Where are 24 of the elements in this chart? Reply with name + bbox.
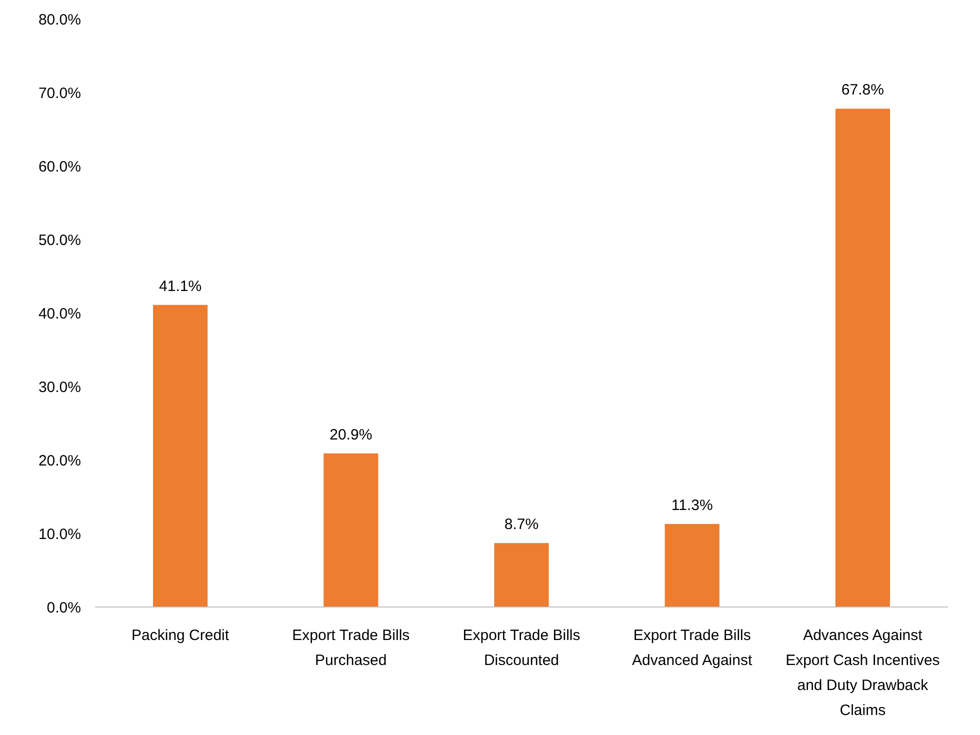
bar [835, 108, 890, 607]
x-tick-label: Advances Against Export Cash Incentives and Duty Drawback Claims [786, 627, 940, 719]
y-tick-label: 0.0% [46, 599, 81, 616]
x-tick-label: Export Trade Bills Purchased [292, 627, 410, 669]
data-label: 41.1% [159, 278, 202, 295]
x-tick-label: Packing Credit [132, 627, 230, 644]
bar [664, 524, 720, 607]
y-tick-label: 20.0% [38, 452, 81, 470]
data-label: 8.7% [504, 516, 539, 534]
bar [324, 453, 378, 607]
x-tick-label: Export Trade Bills Advanced Against [632, 627, 753, 669]
y-tick-label: 80.0% [38, 11, 81, 28]
x-tick-label: Export Trade Bills Discounted [462, 627, 580, 669]
y-tick-label: 40.0% [38, 305, 81, 322]
bar [494, 543, 549, 607]
y-tick-label: 60.0% [38, 158, 81, 176]
y-tick-label: 50.0% [38, 232, 81, 249]
bar [153, 304, 208, 607]
data-label: 20.9% [330, 426, 372, 444]
y-tick-label: 30.0% [38, 378, 81, 396]
data-label: 67.8% [841, 82, 884, 99]
data-label: 11.3% [671, 496, 713, 514]
y-tick-label: 70.0% [38, 84, 81, 102]
y-tick-label: 10.0% [38, 526, 81, 543]
